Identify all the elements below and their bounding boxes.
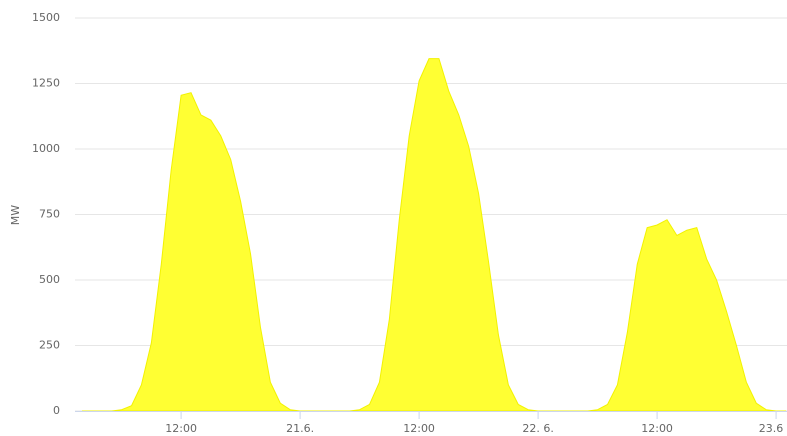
- y-tick-label: 250: [39, 339, 60, 352]
- y-tick-label: 1000: [32, 142, 60, 155]
- y-tick-label: 0: [53, 404, 60, 417]
- y-tick-label: 1250: [32, 77, 60, 90]
- x-tick-label: 12:00: [641, 422, 673, 435]
- y-axis-label: MW: [9, 205, 22, 225]
- x-tick-label: 22. 6.: [522, 422, 554, 435]
- y-tick-label: 500: [39, 273, 60, 286]
- area: [81, 58, 787, 412]
- x-tick-label: 23.6: [759, 422, 784, 435]
- x-tick-label: 12:00: [165, 422, 197, 435]
- y-tick-label: 750: [39, 208, 60, 221]
- y-tick-label: 1500: [32, 11, 60, 24]
- x-tick-label: 21.6.: [286, 422, 314, 435]
- x-tick-label: 12:00: [403, 422, 435, 435]
